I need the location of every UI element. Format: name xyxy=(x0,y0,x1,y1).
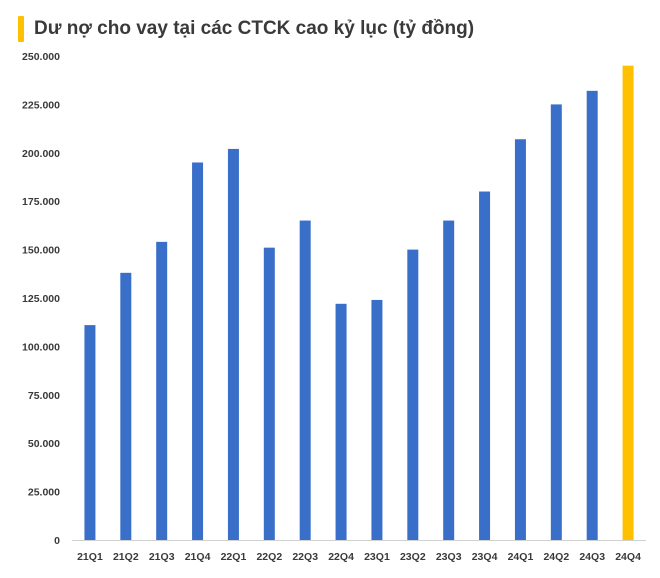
x-tick-label: 24Q3 xyxy=(579,551,605,563)
bar-23q4 xyxy=(479,191,491,540)
bar-23q3 xyxy=(443,220,455,540)
y-tick-label: 225.000 xyxy=(22,99,60,111)
y-tick-label: 50.000 xyxy=(28,438,60,450)
y-tick-label: 100.000 xyxy=(22,341,60,353)
x-tick-label: 21Q3 xyxy=(149,551,175,563)
x-tick-label: 21Q4 xyxy=(185,551,211,563)
x-tick-label: 24Q2 xyxy=(543,551,569,563)
bar-21q1 xyxy=(84,325,96,540)
bar-24q3 xyxy=(586,90,598,541)
y-tick-label: 0 xyxy=(54,535,60,547)
bar-23q2 xyxy=(407,249,419,540)
y-axis-tick-labels: 0 25.000 50.000 75.000 100.000 125.000 150.000… xyxy=(22,51,60,547)
x-tick-label: 22Q2 xyxy=(256,551,282,563)
y-tick-label: 25.000 xyxy=(28,487,60,499)
x-tick-label: 22Q1 xyxy=(221,551,247,563)
chart-title: Dư nợ cho vay tại các CTCK cao kỷ lục (t… xyxy=(34,18,475,39)
x-tick-label: 21Q1 xyxy=(77,551,103,563)
x-axis-tick-labels: 21Q1 21Q2 21Q3 21Q4 22Q1 22Q2 22Q3 22Q4 23Q1 23Q2… xyxy=(77,551,641,563)
bar-22q2 xyxy=(263,247,275,540)
y-tick-label: 200.000 xyxy=(22,148,60,160)
x-tick-label: 23Q2 xyxy=(400,551,426,563)
x-tick-label: 22Q3 xyxy=(292,551,318,563)
bar-22q3 xyxy=(299,220,311,540)
y-tick-label: 175.000 xyxy=(22,196,60,208)
x-tick-label: 23Q1 xyxy=(364,551,390,563)
bar-21q4 xyxy=(192,162,204,541)
x-tick-label: 23Q4 xyxy=(472,551,498,563)
chart-title-row: Dư nợ cho vay tại các CTCK cao kỷ lục (t… xyxy=(18,16,474,42)
x-tick-label: 21Q2 xyxy=(113,551,139,563)
y-tick-label: 150.000 xyxy=(22,245,60,257)
bar-21q2 xyxy=(120,272,132,540)
bar-24q2 xyxy=(550,104,562,541)
x-tick-label: 22Q4 xyxy=(328,551,354,563)
bar-24q4 xyxy=(622,65,634,541)
bar-23q1 xyxy=(371,299,383,540)
bar-22q1 xyxy=(227,148,239,541)
bar-21q3 xyxy=(156,241,168,540)
title-accent-bar xyxy=(18,16,24,42)
x-tick-label: 24Q1 xyxy=(508,551,534,563)
bar-22q4 xyxy=(335,303,347,540)
x-tick-label: 23Q3 xyxy=(436,551,462,563)
y-tick-label: 250.000 xyxy=(22,51,60,63)
bar-24q1 xyxy=(514,139,526,541)
bars-group xyxy=(84,65,634,541)
y-tick-label: 75.000 xyxy=(28,390,60,402)
y-tick-label: 125.000 xyxy=(22,293,60,305)
x-tick-label: 24Q4 xyxy=(615,551,641,563)
